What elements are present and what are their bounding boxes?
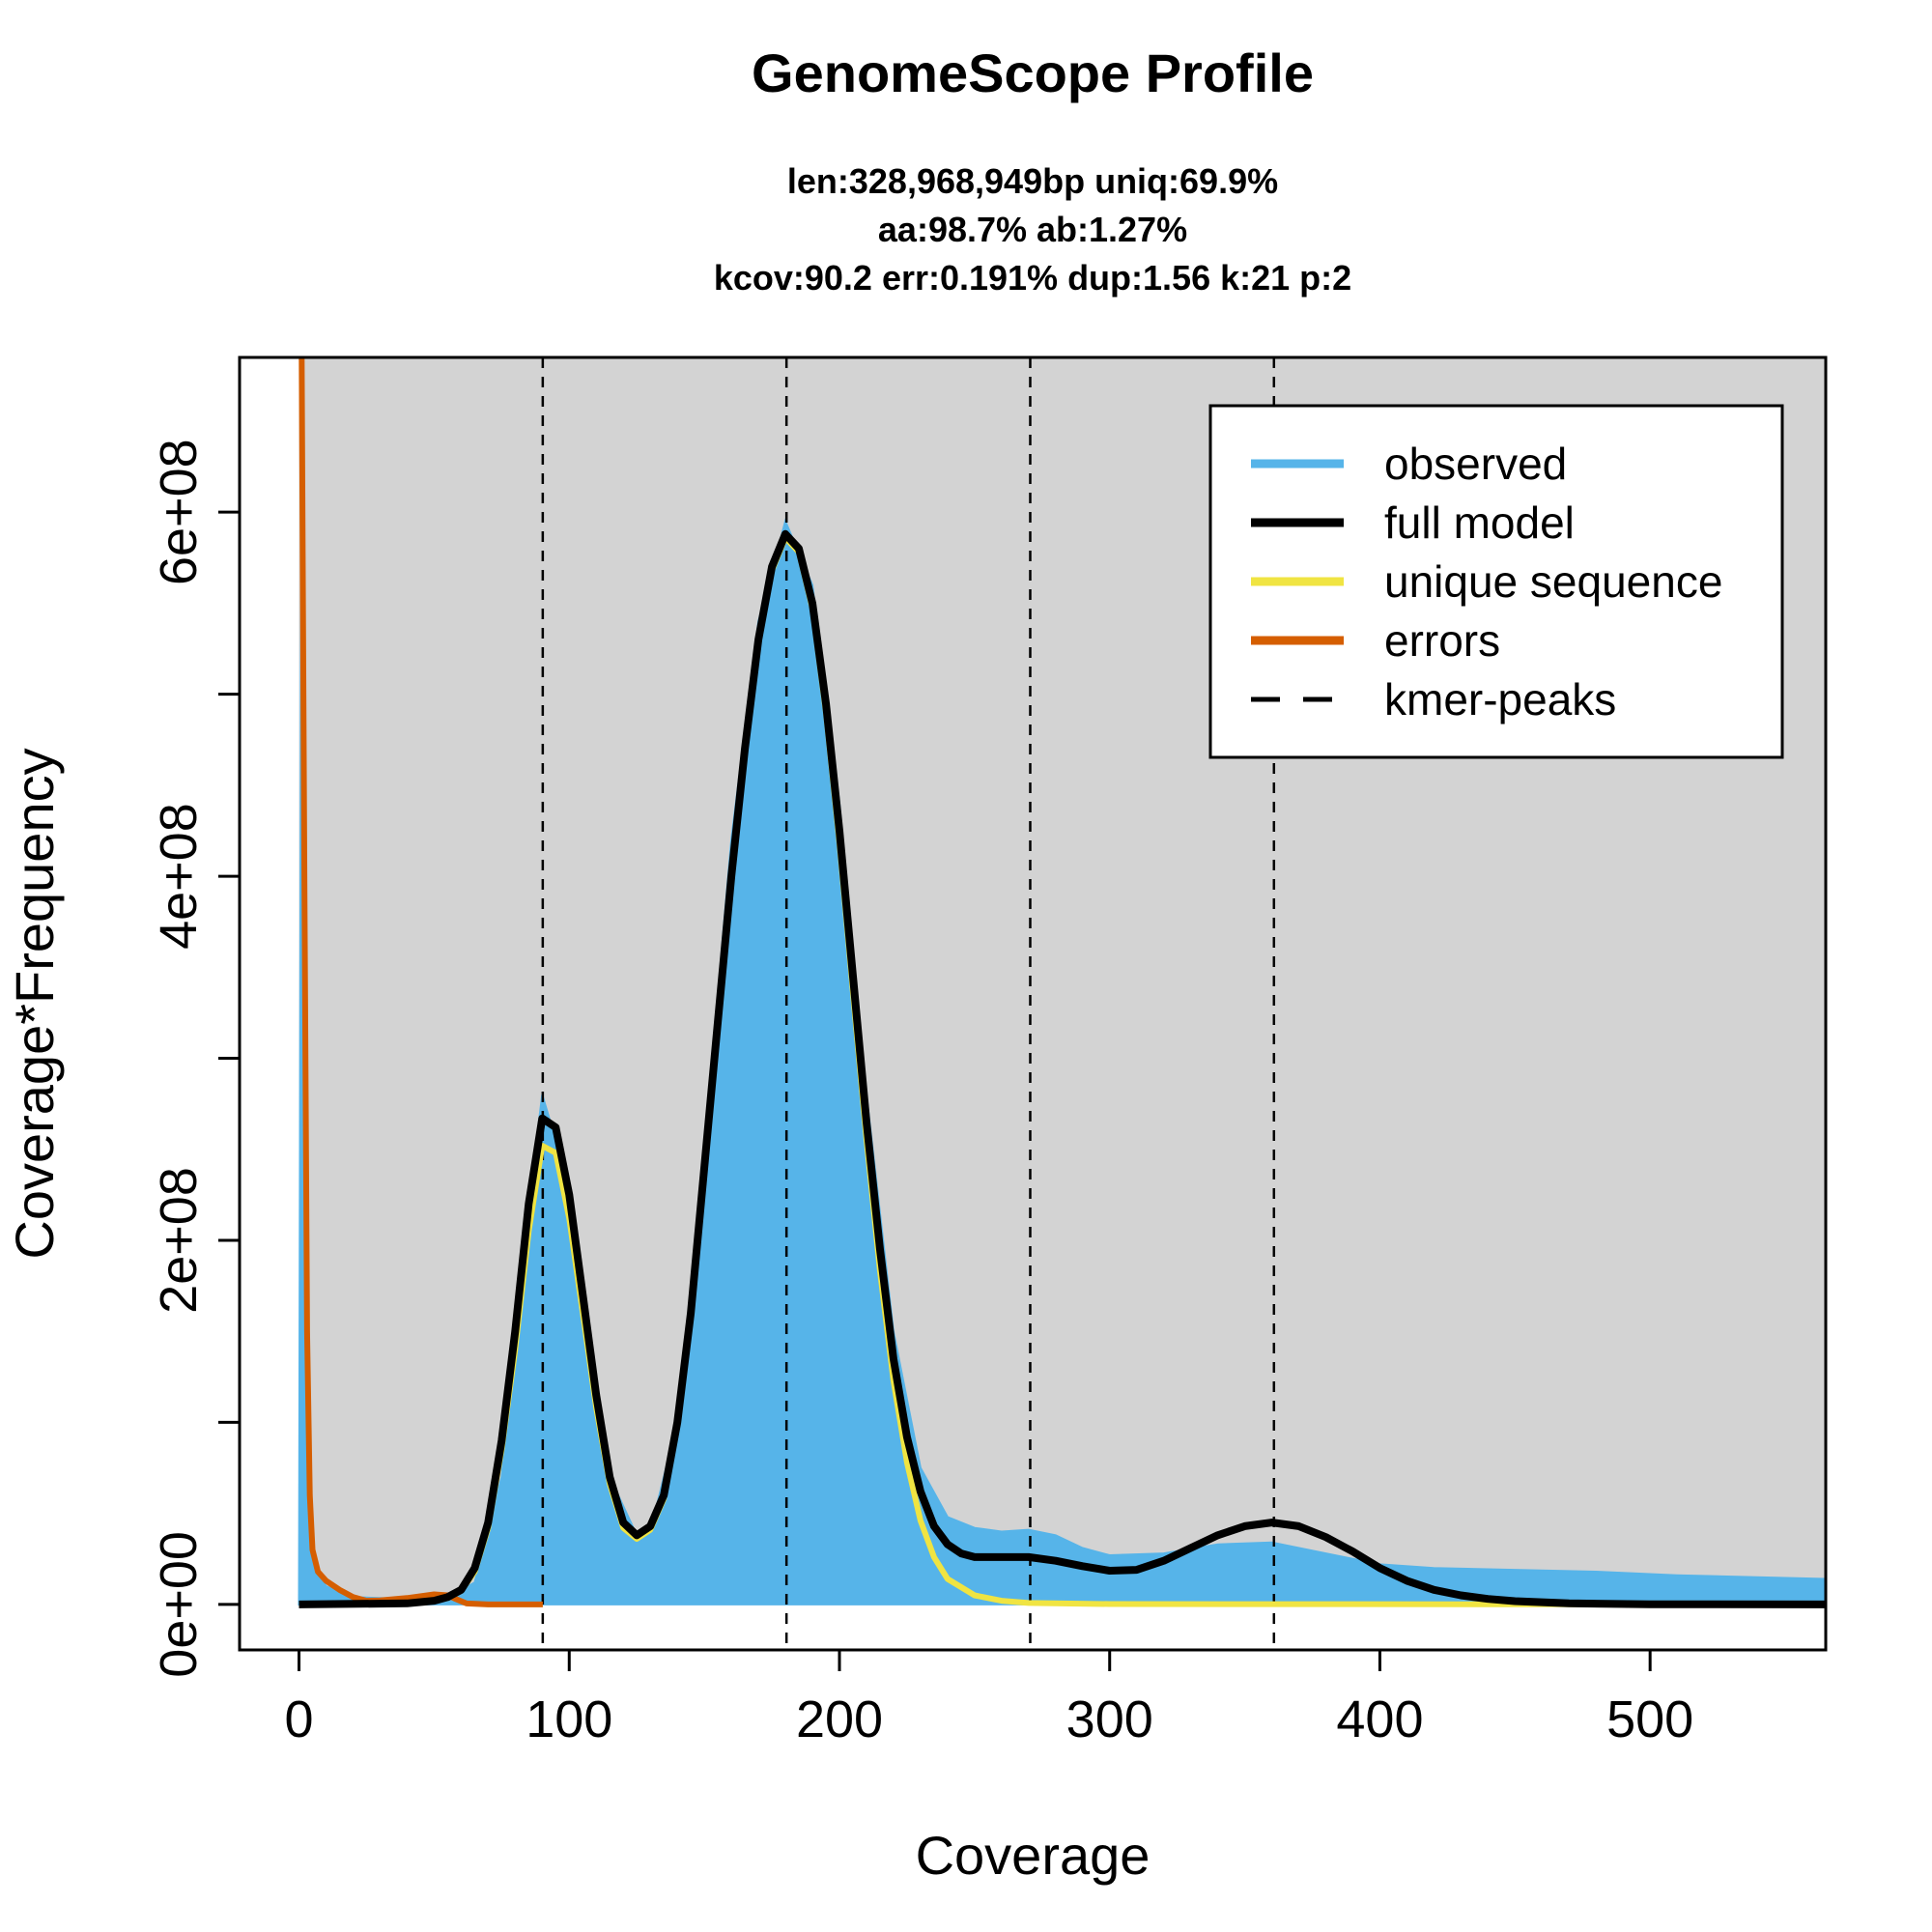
chart-subtitle-line-1: len:328,968,949bp uniq:69.9% — [787, 161, 1278, 201]
legend-label-full-model: full model — [1384, 497, 1575, 548]
y-tick-label-0: 0e+00 — [150, 1531, 208, 1678]
y-tick-label-2: 2e+08 — [150, 1167, 208, 1314]
x-tick-label-200: 200 — [796, 1690, 883, 1748]
y-axis-label: Coverage*Frequency — [4, 748, 65, 1259]
plot-frame — [238, 355, 1828, 1652]
x-tick-label-400: 400 — [1336, 1690, 1423, 1748]
x-tick-label-500: 500 — [1606, 1690, 1693, 1748]
legend-label-unique-sequence: unique sequence — [1384, 556, 1722, 607]
plot-bottom-margin — [240, 1604, 1826, 1650]
plot-left-margin — [240, 357, 299, 1650]
y-tick-label-4: 4e+08 — [150, 803, 208, 950]
chart-subtitle-line-2: aa:98.7% ab:1.27% — [878, 210, 1187, 249]
plot-background-mask — [240, 357, 1826, 1650]
x-tick-label-100: 100 — [526, 1690, 612, 1748]
x-axis-label: Coverage — [916, 1825, 1151, 1886]
legend-label-kmer-peaks: kmer-peaks — [1384, 674, 1616, 724]
y-axis: 0e+00 2e+08 4e+08 6e+08 — [150, 439, 240, 1678]
series-full-model-line — [298, 529, 1826, 1608]
legend-label-observed: observed — [1384, 439, 1567, 489]
legend: observed full model unique sequence errors k… — [1208, 404, 1784, 759]
chart-subtitle-line-3: kcov:90.2 err:0.191% dup:1.56 k:21 p:2 — [714, 258, 1351, 298]
x-axis: 0 100 200 300 400 500 — [285, 1650, 1693, 1748]
legend-label-errors: errors — [1384, 615, 1500, 666]
x-tick-label-0: 0 — [285, 1690, 314, 1748]
model-lines-layer — [298, 357, 1826, 1608]
series-errors-line — [298, 357, 543, 1607]
chart-title: GenomeScope Profile — [752, 43, 1314, 103]
x-tick-label-300: 300 — [1066, 1690, 1153, 1748]
y-tick-label-6: 6e+08 — [150, 439, 208, 585]
